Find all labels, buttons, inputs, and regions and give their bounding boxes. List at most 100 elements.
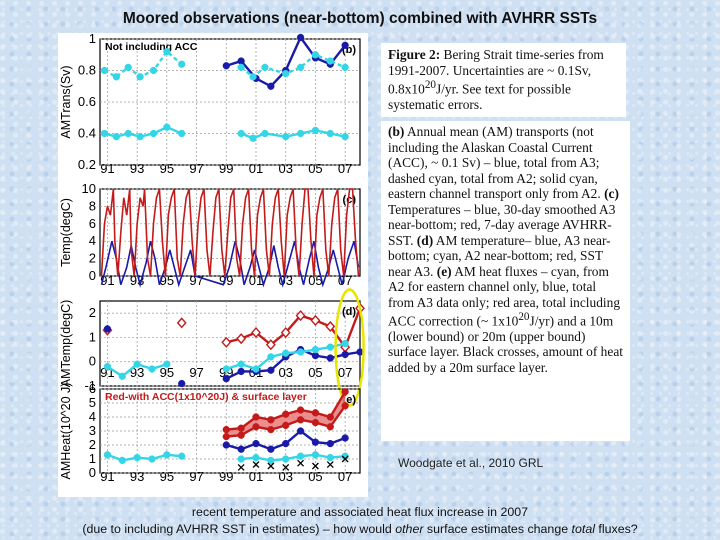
bottom-note-text-b: surface estimates change <box>423 522 572 536</box>
data-point <box>148 365 156 373</box>
series-line <box>107 453 182 462</box>
data-point <box>252 423 260 431</box>
data-point <box>282 439 290 448</box>
data-point <box>282 70 290 78</box>
data-point-cross <box>297 459 305 467</box>
data-point <box>296 406 305 414</box>
data-point <box>237 129 245 138</box>
x-tick-label: 03 <box>278 469 292 484</box>
caption-c-text: Temperatures – blue, 30-day smoothed A3 … <box>388 201 616 248</box>
x-tick-label: 95 <box>160 365 174 380</box>
y-tick-label: 2 <box>89 251 96 266</box>
caption-b-label: (b) <box>388 124 405 139</box>
data-point <box>148 455 156 463</box>
data-point <box>267 456 275 465</box>
data-point <box>149 129 158 138</box>
slide-title: Moored observations (near-bottom) combin… <box>122 10 598 27</box>
y-tick-label: 8 <box>89 198 96 213</box>
caption-e-text-2: J/yr) and a 10m (lower bound) or 20m (up… <box>388 313 623 375</box>
y-tick-label: 10 <box>82 181 96 196</box>
data-point <box>222 62 230 70</box>
data-point <box>163 360 171 368</box>
y-tick-label: 0 <box>89 465 96 480</box>
x-tick-label: 97 <box>189 273 203 288</box>
data-point <box>237 431 245 439</box>
data-point-diamond <box>280 327 291 339</box>
data-point <box>282 349 290 357</box>
data-point <box>222 441 230 449</box>
data-point <box>237 367 245 376</box>
data-point-diamond <box>325 320 336 333</box>
x-tick-label: 07 <box>338 469 352 484</box>
figure-exponent: 20 <box>424 79 436 91</box>
x-tick-label: 91 <box>100 161 114 176</box>
caption-d-label: (d) <box>416 232 434 248</box>
figure-label: Figure 2: <box>388 47 441 62</box>
x-tick-label: 93 <box>130 161 144 176</box>
data-point <box>249 134 257 142</box>
y-tick-label: 0 <box>89 268 96 283</box>
figure-caption-header: Figure 2: Bering Strait time-series from… <box>381 43 626 117</box>
data-point-diamond <box>236 333 247 345</box>
data-point <box>341 63 349 71</box>
x-tick-label: 05 <box>308 365 322 380</box>
data-point <box>311 345 320 354</box>
bottom-note-emph-total: total <box>571 522 595 536</box>
data-point <box>222 432 230 441</box>
data-point <box>267 416 275 424</box>
highlight-ellipse <box>334 288 365 407</box>
x-tick-label: 95 <box>160 273 174 288</box>
data-point <box>237 455 245 463</box>
data-point <box>133 453 141 462</box>
data-point <box>326 453 334 462</box>
data-point <box>112 133 120 141</box>
citation: Woodgate et al., 2010 GRL <box>398 456 544 470</box>
x-tick-label: 97 <box>189 469 203 484</box>
data-point <box>282 410 290 418</box>
data-point <box>163 47 171 56</box>
data-point <box>341 388 349 396</box>
data-point <box>112 73 120 81</box>
data-point <box>341 350 349 359</box>
bottom-note-line-1: recent temperature and associated heat f… <box>191 505 529 519</box>
x-tick-label: 97 <box>189 161 203 176</box>
data-point <box>282 133 290 141</box>
y-tick-label: 6 <box>89 216 96 231</box>
y-axis-label: Temp(degC) <box>59 198 73 267</box>
data-point-diamond <box>310 314 321 326</box>
data-point <box>222 365 230 373</box>
y-tick-label: -1 <box>84 378 96 393</box>
panel-label: (d) <box>342 306 356 318</box>
data-point <box>178 129 186 138</box>
data-point <box>178 452 186 460</box>
bottom-note-emph-other: other <box>395 522 424 536</box>
data-point <box>267 366 275 374</box>
data-point <box>178 60 186 68</box>
data-point <box>118 456 126 465</box>
caption-e-label: (e) <box>436 263 452 279</box>
data-point <box>326 413 334 421</box>
data-point <box>252 453 260 462</box>
x-tick-label: 93 <box>130 469 144 484</box>
series-line <box>100 188 360 277</box>
data-point <box>296 427 305 435</box>
data-point <box>341 133 349 141</box>
data-point-diamond <box>221 336 232 348</box>
data-point <box>252 439 260 448</box>
bottom-note-text-c: fluxes? <box>594 522 638 536</box>
figure-panel: 91 93 95 97 99 01 03 05 07 1 0.8 0.6 0.4 0.2 AMTrans(S… <box>58 33 368 497</box>
data-point-cross <box>237 463 245 471</box>
y-tick-label: 2 <box>89 437 96 452</box>
x-tick-label: 95 <box>160 469 174 484</box>
data-point <box>252 365 260 373</box>
y-tick-label: 2 <box>89 305 96 320</box>
x-tick-label: 95 <box>160 161 174 176</box>
legend-label: Red-with ACC(1x10^20J) & surface layer <box>105 391 307 403</box>
data-point <box>282 421 290 430</box>
data-point <box>311 418 320 427</box>
data-point <box>296 63 305 71</box>
data-point <box>267 82 275 90</box>
y-tick-label: 0.8 <box>78 63 96 78</box>
